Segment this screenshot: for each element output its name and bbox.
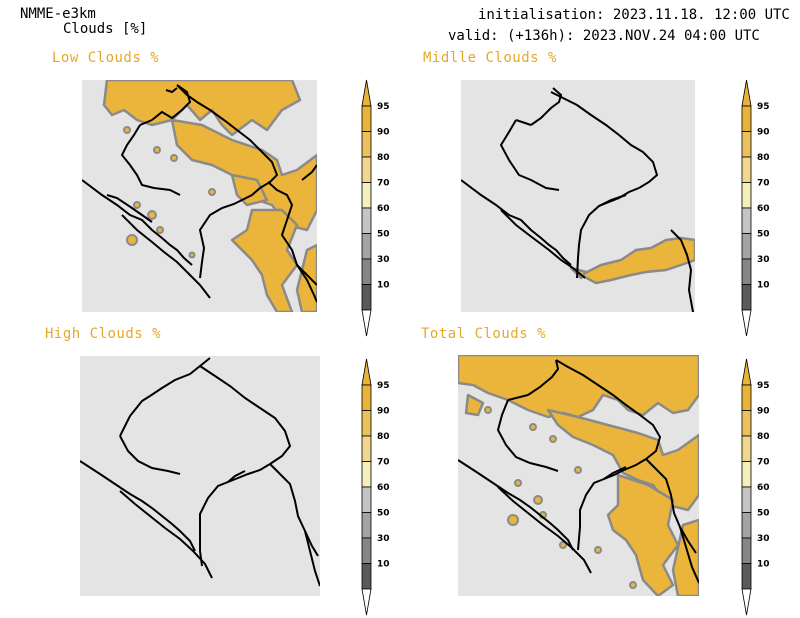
colorbar-tick-label: 30 bbox=[757, 534, 770, 544]
colorbar-tick-label: 90 bbox=[377, 407, 390, 417]
colorbar-segment bbox=[741, 461, 752, 488]
border-lines bbox=[80, 357, 320, 587]
colorbar-tick-label: 60 bbox=[757, 483, 770, 493]
colorbar-tick-label: 70 bbox=[377, 458, 390, 468]
colorbar-segment bbox=[741, 182, 752, 209]
colorbar-tick-label: 60 bbox=[377, 204, 390, 214]
colorbar-segment bbox=[741, 486, 752, 513]
colorbar-total: 95 90 80 70 60 50 30 10 bbox=[741, 358, 800, 616]
colorbar-segment bbox=[361, 156, 372, 183]
map-middle-clouds bbox=[461, 80, 695, 312]
colorbar-segment bbox=[361, 258, 372, 285]
border-lines bbox=[461, 87, 694, 312]
cloud-specks bbox=[123, 126, 216, 259]
colorbar-tick-label: 50 bbox=[377, 509, 390, 519]
colorbar-tick-label: 70 bbox=[757, 458, 770, 468]
colorbar-bottom-arrow bbox=[741, 588, 752, 616]
colorbar-bottom-arrow bbox=[741, 309, 752, 337]
colorbar-tick-label: 50 bbox=[757, 509, 770, 519]
map-low-clouds bbox=[82, 80, 317, 312]
colorbar-tick-label: 10 bbox=[377, 281, 390, 291]
colorbar-tick-label: 95 bbox=[377, 381, 390, 391]
colorbar-segment bbox=[361, 410, 372, 437]
cloud-field bbox=[458, 355, 699, 596]
colorbar-tick-label: 10 bbox=[757, 560, 770, 570]
colorbar-segment bbox=[741, 156, 752, 183]
variable-label: Clouds [%] bbox=[63, 21, 148, 37]
colorbar-low: 95 90 80 70 60 50 30 10 bbox=[361, 79, 422, 337]
colorbar-tick-label: 90 bbox=[757, 128, 770, 138]
colorbar-tick-label: 90 bbox=[757, 407, 770, 417]
border-lines bbox=[82, 84, 317, 303]
colorbar-segment bbox=[741, 537, 752, 564]
colorbar-segment bbox=[361, 284, 372, 311]
panel-title-total: Total Clouds % bbox=[421, 326, 547, 342]
colorbar-tick-label: 80 bbox=[757, 153, 770, 163]
cloud-field bbox=[102, 80, 317, 312]
colorbar-segment bbox=[361, 563, 372, 590]
colorbar-tick-label: 90 bbox=[377, 128, 390, 138]
colorbar-tick-label: 70 bbox=[377, 179, 390, 189]
map-total-clouds bbox=[458, 355, 699, 596]
colorbar-tick-label: 10 bbox=[377, 560, 390, 570]
colorbar-segment bbox=[741, 233, 752, 260]
colorbar-tick-label: 95 bbox=[757, 381, 770, 391]
colorbar-high: 95 90 80 70 60 50 30 10 bbox=[361, 358, 422, 616]
colorbar-segment bbox=[741, 512, 752, 539]
colorbar-tick-label: 60 bbox=[377, 483, 390, 493]
panel-title-low: Low Clouds % bbox=[52, 50, 160, 66]
colorbar-segment bbox=[361, 182, 372, 209]
colorbar-segment bbox=[361, 233, 372, 260]
colorbar-tick-label: 30 bbox=[757, 255, 770, 265]
colorbar-segment bbox=[741, 284, 752, 311]
colorbar-tick-label: 95 bbox=[757, 102, 770, 112]
colorbar-segment bbox=[741, 131, 752, 158]
colorbar-segment bbox=[361, 384, 372, 411]
colorbar-segment bbox=[361, 486, 372, 513]
colorbar-tick-label: 10 bbox=[757, 281, 770, 291]
colorbar-segment bbox=[361, 512, 372, 539]
colorbar-segment bbox=[741, 258, 752, 285]
cloud-specks bbox=[484, 406, 637, 589]
colorbar-top-arrow bbox=[361, 358, 372, 386]
colorbar-top-arrow bbox=[361, 79, 372, 107]
valid-time: valid: (+136h): 2023.NOV.24 04:00 UTC bbox=[448, 28, 760, 44]
colorbar-segment bbox=[741, 410, 752, 437]
colorbar-tick-label: 50 bbox=[377, 230, 390, 240]
colorbar-bottom-arrow bbox=[361, 309, 372, 337]
map-high-clouds bbox=[80, 356, 320, 596]
colorbar-top-arrow bbox=[741, 79, 752, 107]
colorbar-segment bbox=[361, 461, 372, 488]
colorbar-middle: 95 90 80 70 60 50 30 10 bbox=[741, 79, 800, 337]
init-time: initialisation: 2023.11.18. 12:00 UTC bbox=[478, 7, 790, 23]
colorbar-segment bbox=[741, 207, 752, 234]
colorbar-segment bbox=[741, 563, 752, 590]
colorbar-segment bbox=[361, 105, 372, 132]
colorbar-tick-label: 80 bbox=[757, 432, 770, 442]
colorbar-tick-label: 80 bbox=[377, 432, 390, 442]
colorbar-tick-label: 95 bbox=[377, 102, 390, 112]
colorbar-tick-label: 30 bbox=[377, 534, 390, 544]
colorbar-tick-label: 30 bbox=[377, 255, 390, 265]
colorbar-tick-label: 80 bbox=[377, 153, 390, 163]
colorbar-tick-label: 50 bbox=[757, 230, 770, 240]
colorbar-segment bbox=[361, 537, 372, 564]
colorbar-top-arrow bbox=[741, 358, 752, 386]
colorbar-segment bbox=[361, 131, 372, 158]
colorbar-segment bbox=[361, 207, 372, 234]
colorbar-bottom-arrow bbox=[361, 588, 372, 616]
panel-title-middle: Midlle Clouds % bbox=[423, 50, 557, 66]
colorbar-segment bbox=[741, 435, 752, 462]
colorbar-segment bbox=[741, 105, 752, 132]
colorbar-tick-label: 70 bbox=[757, 179, 770, 189]
colorbar-segment bbox=[361, 435, 372, 462]
colorbar-tick-label: 60 bbox=[757, 204, 770, 214]
panel-title-high: High Clouds % bbox=[45, 326, 162, 342]
cloud-field bbox=[569, 236, 695, 285]
model-name: NMME-e3km bbox=[20, 6, 96, 22]
colorbar-segment bbox=[741, 384, 752, 411]
border-lines bbox=[458, 359, 699, 584]
